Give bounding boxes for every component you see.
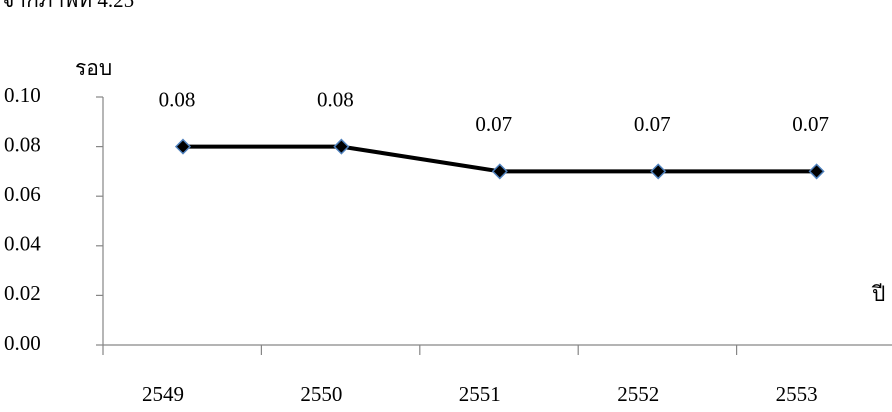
x-tick-label: 2549 bbox=[142, 382, 184, 406]
marker bbox=[650, 163, 667, 180]
marker bbox=[174, 138, 192, 155]
y-tick-label: 0.10 bbox=[4, 83, 41, 107]
x-tick-label: 2551 bbox=[459, 382, 501, 406]
y-tick-label: 0.06 bbox=[4, 182, 41, 206]
y-tick-label: 0.00 bbox=[4, 331, 41, 355]
marker bbox=[808, 163, 825, 180]
y-tick-label: 0.04 bbox=[4, 232, 41, 256]
marker bbox=[491, 163, 508, 180]
data-label: 0.07 bbox=[475, 112, 512, 136]
y-tick-label: 0.08 bbox=[4, 132, 41, 156]
data-label: 0.07 bbox=[634, 112, 671, 136]
caption: จากภาพที่ 4.25 bbox=[2, 0, 134, 12]
data-label: 0.08 bbox=[317, 87, 354, 111]
data-label: 0.07 bbox=[792, 112, 829, 136]
x-tick-label: 2552 bbox=[617, 382, 659, 406]
y-tick-label: 0.02 bbox=[4, 281, 41, 305]
y-axis-label: รอบ bbox=[75, 56, 112, 80]
x-tick-label: 2550 bbox=[300, 382, 342, 406]
marker bbox=[333, 138, 350, 155]
data-label: 0.08 bbox=[159, 87, 196, 111]
x-axis-label: ปี bbox=[871, 282, 885, 306]
x-tick-label: 2553 bbox=[776, 382, 818, 406]
